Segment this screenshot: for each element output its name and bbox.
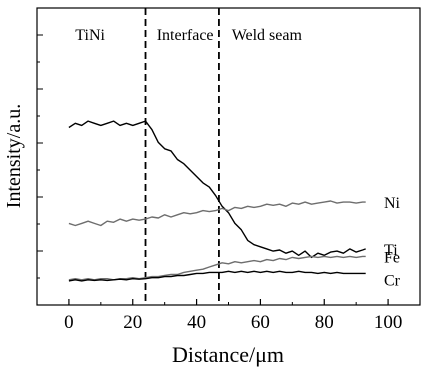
series-labels: Ti Ni Fe Cr [384,195,401,289]
x-tick-label: 100 [374,312,403,333]
series-label-ni: Ni [384,195,401,212]
series-label-fe: Fe [384,249,400,266]
x-axis-label: Distance/μm [172,342,284,367]
x-tick-label: 20 [123,312,142,333]
region-labels: TiNi Interface Weld seam [75,27,302,44]
y-axis-label: Intensity/a.u. [3,104,25,208]
series-line-ti [68,120,366,259]
x-tick-label: 60 [251,312,270,333]
y-axis-ticks [37,34,43,306]
plot-frame [36,7,421,306]
series-label-ti: Ti [384,242,398,259]
series-lines [68,120,366,282]
series-label-cr: Cr [384,272,401,289]
series-line-ni [68,200,366,227]
series-line-cr [68,270,366,282]
x-tick-label: 0 [64,312,74,333]
region-label: Weld seam [232,27,303,44]
x-axis-ticks: 0 20 40 60 80 100 [36,299,421,333]
region-label: Interface [157,27,214,44]
x-tick-label: 40 [187,312,206,333]
region-label: TiNi [75,27,105,44]
series-line-fe [68,255,366,281]
x-tick-label: 80 [315,312,334,333]
region-boundaries [144,8,220,305]
